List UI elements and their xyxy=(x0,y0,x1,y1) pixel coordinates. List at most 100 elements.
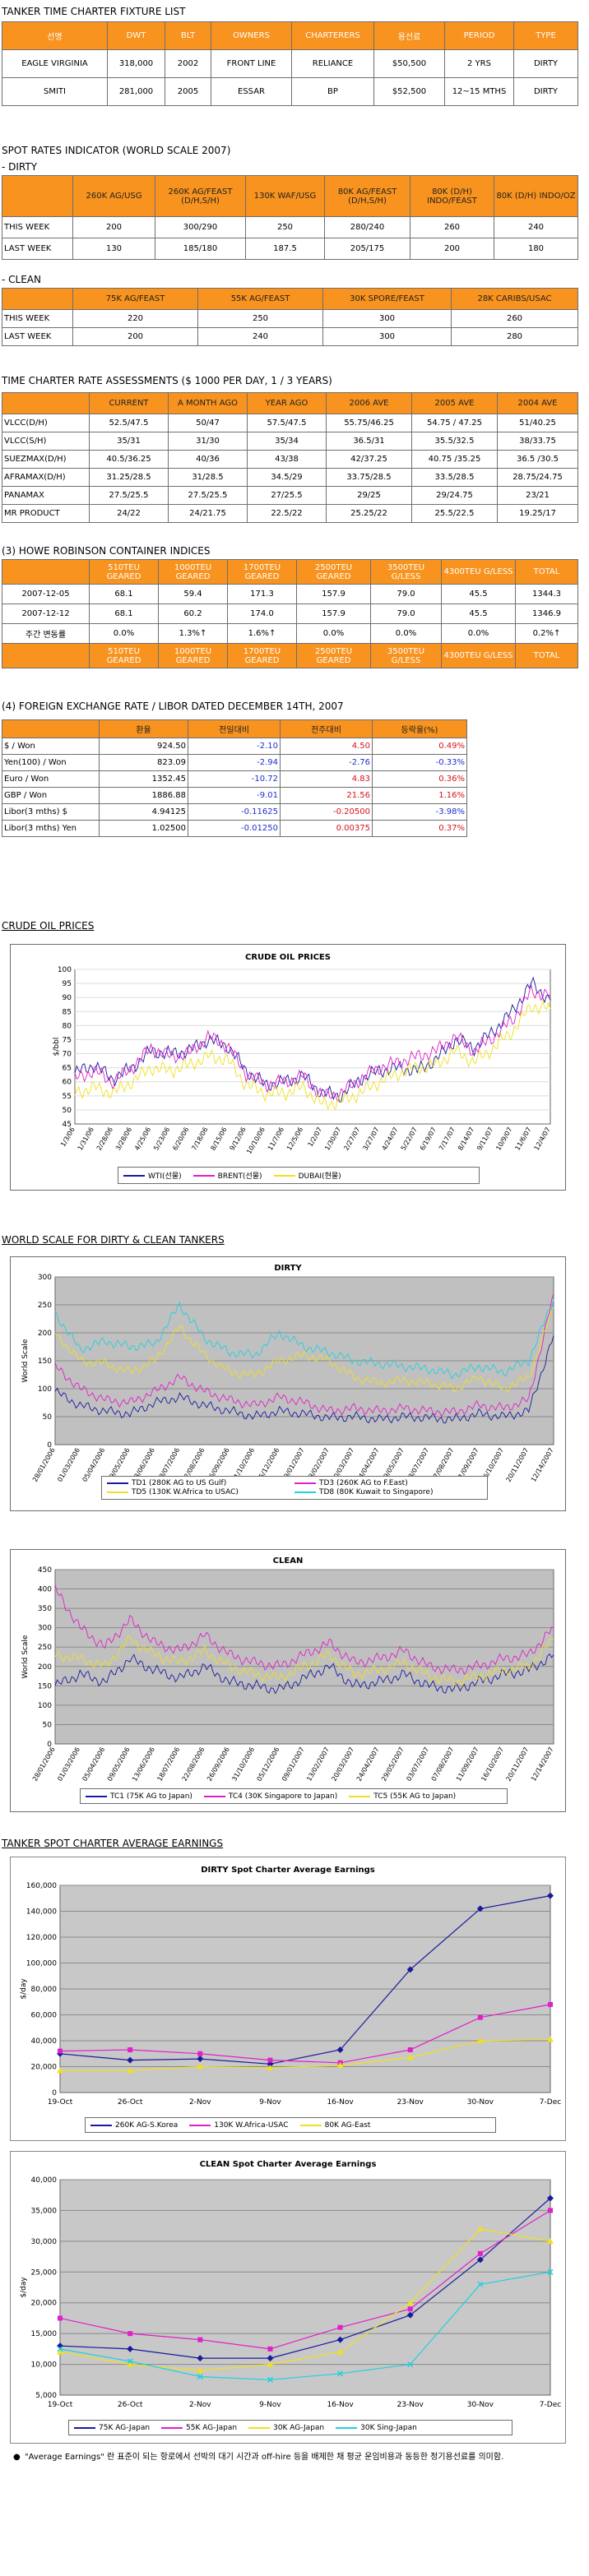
y-axis-label: $/day xyxy=(20,2277,28,2298)
x-tick-label: 2/27/07 xyxy=(342,1126,361,1152)
table-cell: 185/180 xyxy=(155,238,246,260)
legend-swatch xyxy=(107,1491,128,1493)
y-tick-label: 50 xyxy=(43,1413,53,1422)
series-line-4 xyxy=(54,1299,554,1380)
table-cell: 79.0 xyxy=(370,604,442,624)
legend-swatch xyxy=(192,1174,215,1177)
table-cell: 200 xyxy=(72,216,155,238)
x-tick-label: 7/18/06 xyxy=(190,1126,209,1152)
data-point xyxy=(267,2065,274,2071)
table-row: LAST WEEK 130 185/180 187.5 205/175 200 180 xyxy=(2,238,578,260)
table-cell: 157.9 xyxy=(296,584,371,604)
legend-label: 130K W.Africa-USAC xyxy=(214,2121,289,2130)
table-row: $ / Won 924.50 -2.10 4.50 0.49% xyxy=(2,738,467,755)
x-tick-label: 7/17/07 xyxy=(438,1126,457,1152)
x-tick-label: 30-Nov xyxy=(467,2098,494,2107)
series-line-3 xyxy=(54,1635,554,1687)
table-cell: $50,500 xyxy=(373,49,445,78)
x-tick-label: 5/22/07 xyxy=(400,1126,419,1152)
data-point xyxy=(57,2348,63,2355)
dirty-svg: DIRTY 0 50 100 150 200 250 300 World Scale 28/01/… xyxy=(21,1264,555,1483)
x-tick-label: 05/04/2006 xyxy=(81,1746,106,1783)
table-cell: 45.5 xyxy=(441,604,516,624)
table-cell: -2.94 xyxy=(188,754,281,771)
x-tick-label: 18/07/2006 xyxy=(155,1746,181,1783)
row-label: LAST WEEK xyxy=(2,327,73,346)
data-point xyxy=(197,2374,203,2380)
legend-swatch xyxy=(86,1796,107,1797)
x-tick-label: 9/11/07 xyxy=(475,1126,494,1152)
x-tick-label: 09/05/2006 xyxy=(106,1746,132,1783)
legend-label: TC1 (75K AG to Japan) xyxy=(110,1792,192,1801)
y-tick-label: 300 xyxy=(38,1625,52,1633)
x-tick-label: 12/5/06 xyxy=(285,1126,304,1152)
data-point xyxy=(58,2048,63,2054)
y-axis-label: World Scale xyxy=(21,1635,30,1678)
y-tick-label: 65 xyxy=(63,1065,72,1073)
table-cell: 24/21.75 xyxy=(168,504,248,523)
x-tick-label: 6/20/06 xyxy=(171,1126,190,1152)
x-tick-label: 2-Nov xyxy=(189,2098,211,2107)
spot-avg-section-title: TANKER SPOT CHARTER AVERAGE EARNINGS xyxy=(2,1838,224,1849)
column-header: 용선료 xyxy=(373,21,445,50)
row-label: SUEZMAX(D/H) xyxy=(2,450,90,469)
table-cell: -0.11625 xyxy=(188,803,281,821)
table-row: Euro / Won 1352.45 -10.72 4.83 0.36% xyxy=(2,770,467,788)
column-header xyxy=(2,559,90,585)
table-cell: 36.5 /30.5 xyxy=(497,450,578,469)
column-header: 510TEU GEARED xyxy=(89,559,159,585)
table-cell: 0.0% xyxy=(296,623,371,644)
column-header: 등락율(%) xyxy=(372,719,467,738)
series-line-2 xyxy=(54,1584,554,1676)
column-footer: 2500TEU GEARED xyxy=(296,643,371,668)
table-cell: 25.25/22 xyxy=(326,504,412,523)
y-axis-label: World Scale xyxy=(21,1339,30,1382)
y-tick-label: 100,000 xyxy=(26,1960,57,1968)
x-tick-label: 8/14/07 xyxy=(457,1126,475,1152)
data-point xyxy=(548,2001,553,2007)
legend-label: TC5 (55K AG to Japan) xyxy=(373,1792,457,1801)
table-cell: 220 xyxy=(72,309,198,328)
chart-legend: TC1 (75K AG to Japan) TC4 (30K Singapore … xyxy=(80,1788,508,1804)
column-footer: 1000TEU GEARED xyxy=(158,643,228,668)
column-footer: 4300TEU G/LESS xyxy=(441,643,516,668)
table-cell: 42/37.25 xyxy=(326,450,412,469)
dirty-earnings-chart: DIRTY Spot Charter Average Earnings 0 20,0… xyxy=(10,1857,566,2141)
column-header: 선명 xyxy=(2,21,108,50)
x-tick-label: 1/3/06 xyxy=(59,1126,77,1149)
legend-label: 30K Sing-Japan xyxy=(360,2424,417,2432)
table-cell: DIRTY xyxy=(513,77,578,106)
series-line-3 xyxy=(74,1000,551,1111)
data-point xyxy=(57,2067,63,2074)
column-header: A MONTH AGO xyxy=(168,392,248,414)
legend-swatch xyxy=(74,2427,95,2429)
series-line-1 xyxy=(74,976,551,1103)
column-header: 130K WAF/USG xyxy=(245,175,325,217)
y-tick-label: 250 xyxy=(38,1644,52,1652)
legend-item: TD8 (80K Kuwait to Singapore) xyxy=(294,1488,471,1496)
row-label: PANAMAX xyxy=(2,486,90,505)
x-tick-label: 20/11/2007 xyxy=(505,1746,531,1783)
x-tick-label: 6/19/07 xyxy=(419,1126,438,1152)
legend-swatch xyxy=(299,2125,322,2126)
fixture-title: TANKER TIME CHARTER FIXTURE LIST xyxy=(2,6,186,17)
table-cell: 31.25/28.5 xyxy=(89,468,169,487)
table-cell: 27.5/25.5 xyxy=(168,486,248,505)
row-label: 주간 변동률 xyxy=(2,623,90,644)
row-label: LAST WEEK xyxy=(2,238,73,260)
legend-label: TD8 (80K Kuwait to Singapore) xyxy=(319,1488,434,1496)
dirty-chart: DIRTY 0 50 100 150 200 250 300 World Scale 28/01/… xyxy=(10,1256,566,1511)
series-line-1 xyxy=(54,1653,554,1695)
data-point xyxy=(406,2311,414,2319)
chart-legend: WTI(선물) BRENT(선물) DUBAI(현물) xyxy=(118,1167,480,1184)
column-header: 환율 xyxy=(99,719,188,738)
table-row: THIS WEEK 220 250 300 260 xyxy=(2,309,578,328)
legend-item: 75K AG-Japan xyxy=(74,2424,150,2432)
table-cell: 250 xyxy=(245,216,325,238)
legend-item: 30K Sing-Japan xyxy=(336,2424,417,2432)
table-row: SUEZMAX(D/H) 40.5/36.25 40/36 43/38 42/37.25… xyxy=(2,450,578,469)
series-line-2 xyxy=(59,2004,551,2064)
legend-item: TC4 (30K Singapore to Japan) xyxy=(203,1792,337,1801)
data-point xyxy=(406,2054,414,2060)
